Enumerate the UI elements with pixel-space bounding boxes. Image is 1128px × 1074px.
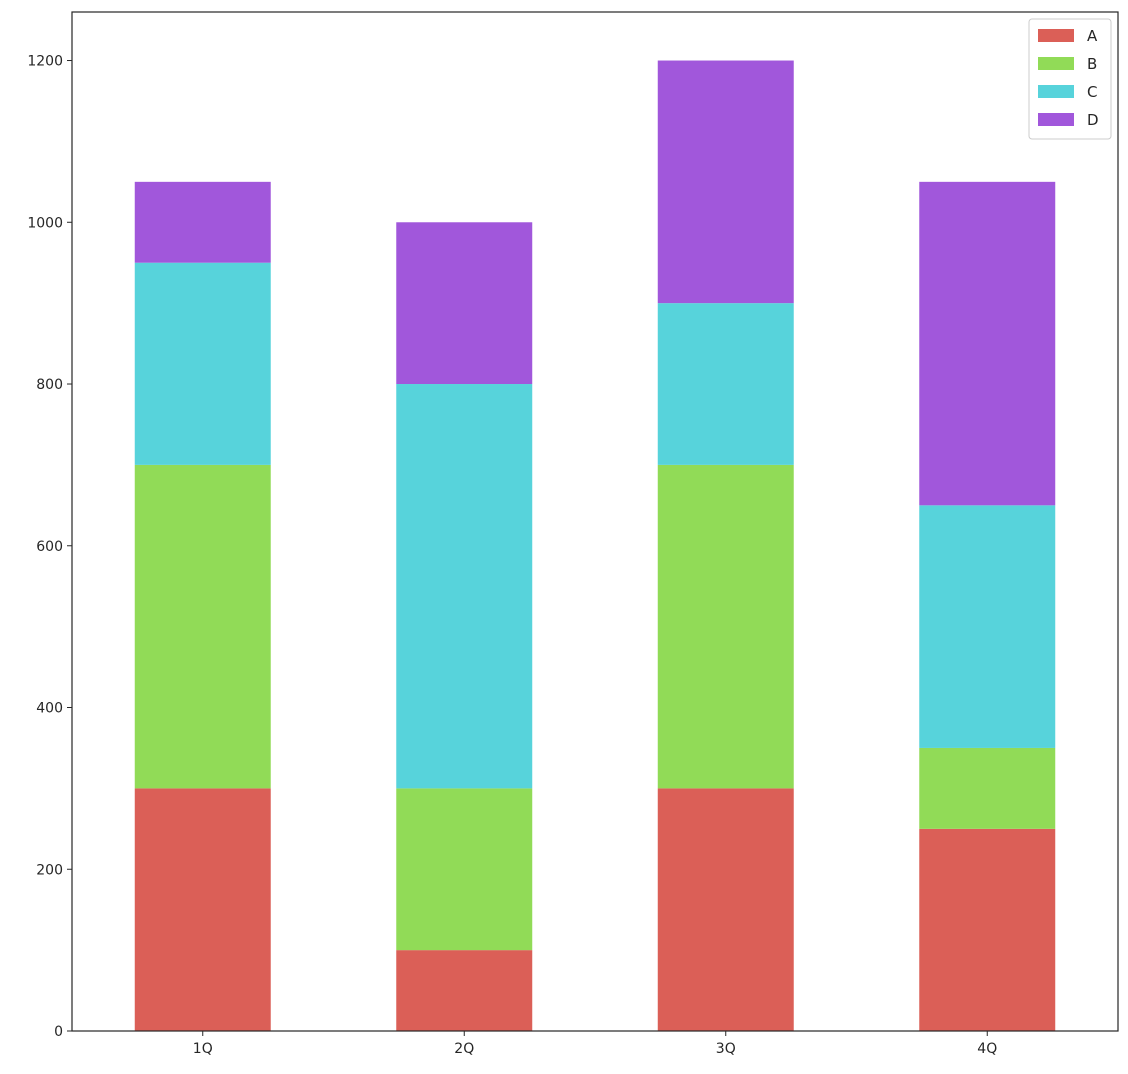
bar-c-2q (396, 384, 533, 789)
legend-swatch-b (1038, 57, 1074, 70)
bar-d-4q (919, 181, 1056, 506)
bar-d-3q (657, 60, 794, 304)
legend-label-b: B (1087, 55, 1097, 73)
y-tick-label: 200 (36, 862, 63, 878)
legend-box (1028, 18, 1112, 140)
y-tick-label: 600 (36, 539, 63, 555)
x-tick-label: 2Q (454, 1041, 474, 1057)
y-tick-label: 1000 (27, 215, 63, 231)
bars-layer (134, 60, 1056, 1031)
x-axis-ticks: 1Q 2Q 3Q 4Q (193, 1031, 997, 1057)
bar-d-1q (134, 181, 271, 263)
bar-d-2q (396, 222, 533, 385)
bar-b-4q (919, 747, 1056, 829)
legend-label-d: D (1087, 111, 1099, 129)
y-tick-label: 1200 (27, 54, 63, 70)
legend-swatch-d (1038, 113, 1074, 126)
bar-b-3q (657, 464, 794, 789)
bar-c-1q (134, 262, 271, 465)
legend-swatch-a (1038, 29, 1074, 42)
y-tick-label: 800 (36, 377, 63, 393)
x-tick-label: 1Q (193, 1041, 213, 1057)
bar-a-1q (134, 788, 271, 1031)
bar-b-2q (396, 788, 533, 951)
legend-label-a: A (1087, 27, 1098, 45)
bar-c-4q (919, 505, 1056, 748)
bar-b-1q (134, 464, 271, 789)
bar-a-2q (396, 950, 533, 1031)
x-tick-label: 4Q (977, 1041, 997, 1057)
legend-swatch-c (1038, 85, 1074, 98)
x-tick-label: 3Q (716, 1041, 736, 1057)
axes-frame (71, 11, 1119, 1032)
bar-a-3q (657, 788, 794, 1031)
y-tick-label: 0 (54, 1024, 63, 1040)
bar-a-4q (919, 828, 1056, 1031)
legend-label-c: C (1087, 83, 1097, 101)
y-tick-label: 400 (36, 701, 63, 717)
bar-c-3q (657, 303, 794, 465)
y-axis-ticks: 0 200 400 600 800 1000 1200 (27, 54, 72, 1040)
